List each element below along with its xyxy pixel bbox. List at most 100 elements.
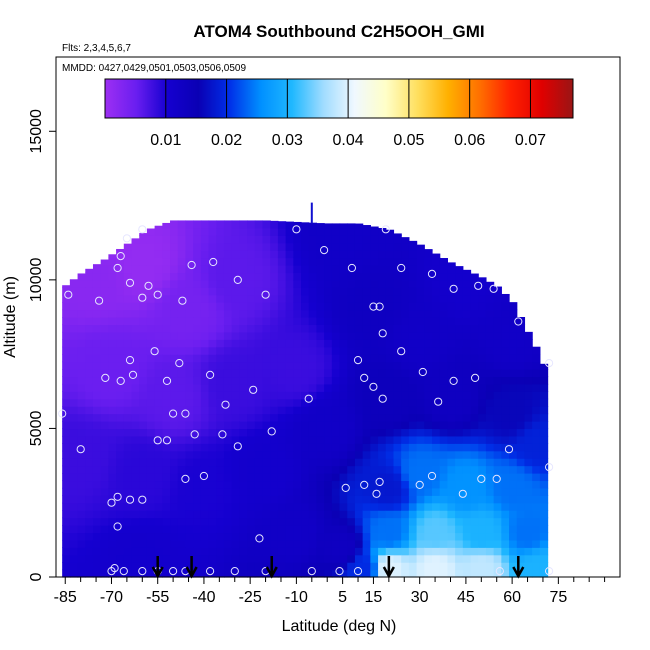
heatmap-cell bbox=[270, 406, 279, 415]
heatmap-cell bbox=[447, 421, 456, 430]
heatmap-cell bbox=[362, 450, 371, 459]
heatmap-cell bbox=[62, 450, 71, 459]
heatmap-cell bbox=[131, 517, 140, 526]
heatmap-cell bbox=[62, 547, 71, 556]
heatmap-cell bbox=[193, 250, 202, 259]
heatmap-cell bbox=[262, 346, 271, 355]
heatmap-cell bbox=[439, 421, 448, 430]
sample-point bbox=[249, 385, 258, 394]
heatmap-cell bbox=[339, 465, 348, 474]
heatmap-cell bbox=[200, 294, 210, 303]
heatmap-cell bbox=[416, 554, 425, 563]
heatmap-cell bbox=[185, 458, 194, 467]
heatmap-cell bbox=[354, 517, 364, 526]
heatmap-cell bbox=[62, 285, 71, 288]
heatmap-cell bbox=[378, 331, 387, 340]
heatmap-cell bbox=[478, 406, 487, 415]
heatmap-cell bbox=[354, 287, 364, 296]
heatmap-cell bbox=[432, 532, 441, 541]
heatmap-cell bbox=[193, 547, 202, 556]
heatmap-cell bbox=[401, 383, 410, 392]
heatmap-cell bbox=[324, 242, 333, 251]
heatmap-cell bbox=[347, 502, 356, 511]
heatmap-cell bbox=[539, 473, 549, 482]
heatmap-cell bbox=[416, 376, 425, 385]
heatmap-cell bbox=[385, 547, 395, 556]
heatmap-cell bbox=[462, 428, 472, 437]
heatmap-cell bbox=[370, 413, 379, 422]
sample-point bbox=[125, 495, 135, 504]
heatmap-cell bbox=[285, 443, 294, 452]
heatmap-cell bbox=[277, 361, 287, 370]
heatmap-cell bbox=[432, 554, 441, 563]
heatmap-cell bbox=[493, 391, 502, 400]
heatmap-cell bbox=[270, 473, 279, 482]
heatmap-cell bbox=[408, 421, 418, 430]
heatmap-cell bbox=[177, 443, 187, 452]
heatmap-cell bbox=[301, 562, 310, 571]
heatmap-cell bbox=[424, 324, 433, 333]
heatmap-cell bbox=[416, 435, 425, 444]
heatmap-cell bbox=[447, 502, 456, 511]
heatmap-cell bbox=[478, 287, 487, 296]
heatmap-cell bbox=[200, 450, 210, 459]
heatmap-cell bbox=[385, 309, 395, 318]
heatmap-cell bbox=[301, 339, 310, 348]
heatmap-cell bbox=[277, 413, 287, 422]
heatmap-cell bbox=[354, 242, 364, 251]
heatmap-cell bbox=[401, 458, 410, 467]
heatmap-cell bbox=[123, 317, 133, 326]
heatmap-cell bbox=[123, 302, 133, 311]
heatmap-cell bbox=[270, 257, 279, 266]
heatmap-cell bbox=[462, 317, 472, 326]
heatmap-cell bbox=[123, 272, 133, 281]
heatmap-cell bbox=[131, 302, 140, 311]
heatmap-cell bbox=[293, 517, 302, 526]
heatmap-cell bbox=[354, 272, 364, 281]
heatmap-cell bbox=[92, 279, 102, 288]
heatmap-cell bbox=[270, 265, 279, 274]
heatmap-cell bbox=[301, 465, 310, 474]
heatmap-cell bbox=[193, 369, 202, 378]
heatmap-cell bbox=[493, 443, 502, 452]
heatmap-cell bbox=[385, 525, 395, 534]
heatmap-cell bbox=[116, 279, 125, 288]
heatmap-cell bbox=[439, 517, 448, 526]
sample-point bbox=[138, 225, 147, 234]
heatmap-cell bbox=[116, 257, 125, 266]
latitude-arrows bbox=[151, 556, 525, 579]
heatmap-cell bbox=[393, 250, 402, 259]
heatmap-cell bbox=[131, 317, 140, 326]
heatmap-cell bbox=[200, 398, 210, 407]
heatmap-cell bbox=[270, 339, 279, 348]
heatmap-cell bbox=[362, 406, 371, 415]
heatmap-cell bbox=[123, 517, 133, 526]
heatmap-cell bbox=[277, 242, 287, 251]
heatmap-cell bbox=[116, 458, 125, 467]
heatmap-cell bbox=[301, 525, 310, 534]
heatmap-cell bbox=[293, 221, 302, 229]
heatmap-cell bbox=[146, 294, 156, 303]
heatmap-cell bbox=[277, 480, 287, 489]
heatmap-cell bbox=[532, 398, 541, 407]
sample-point bbox=[107, 498, 116, 507]
heatmap-cell bbox=[524, 354, 533, 363]
heatmap-cell bbox=[308, 242, 318, 251]
heatmap-cell bbox=[223, 346, 233, 355]
heatmap-cell bbox=[170, 227, 179, 236]
heatmap-cell bbox=[239, 525, 248, 534]
heatmap-cell bbox=[424, 383, 433, 392]
heatmap-cell bbox=[108, 383, 117, 392]
heatmap-cell bbox=[92, 458, 102, 467]
heatmap-cell bbox=[170, 413, 179, 422]
heatmap-cell bbox=[432, 361, 441, 370]
heatmap-cell bbox=[455, 302, 464, 311]
heatmap-cell bbox=[432, 517, 441, 526]
heatmap-cell bbox=[470, 525, 479, 534]
heatmap-cell bbox=[331, 495, 341, 504]
heatmap-cell bbox=[69, 465, 79, 474]
heatmap-cell bbox=[293, 428, 302, 437]
heatmap-cell bbox=[100, 532, 109, 541]
heatmap-cell bbox=[77, 428, 86, 437]
heatmap-cell bbox=[316, 547, 325, 556]
